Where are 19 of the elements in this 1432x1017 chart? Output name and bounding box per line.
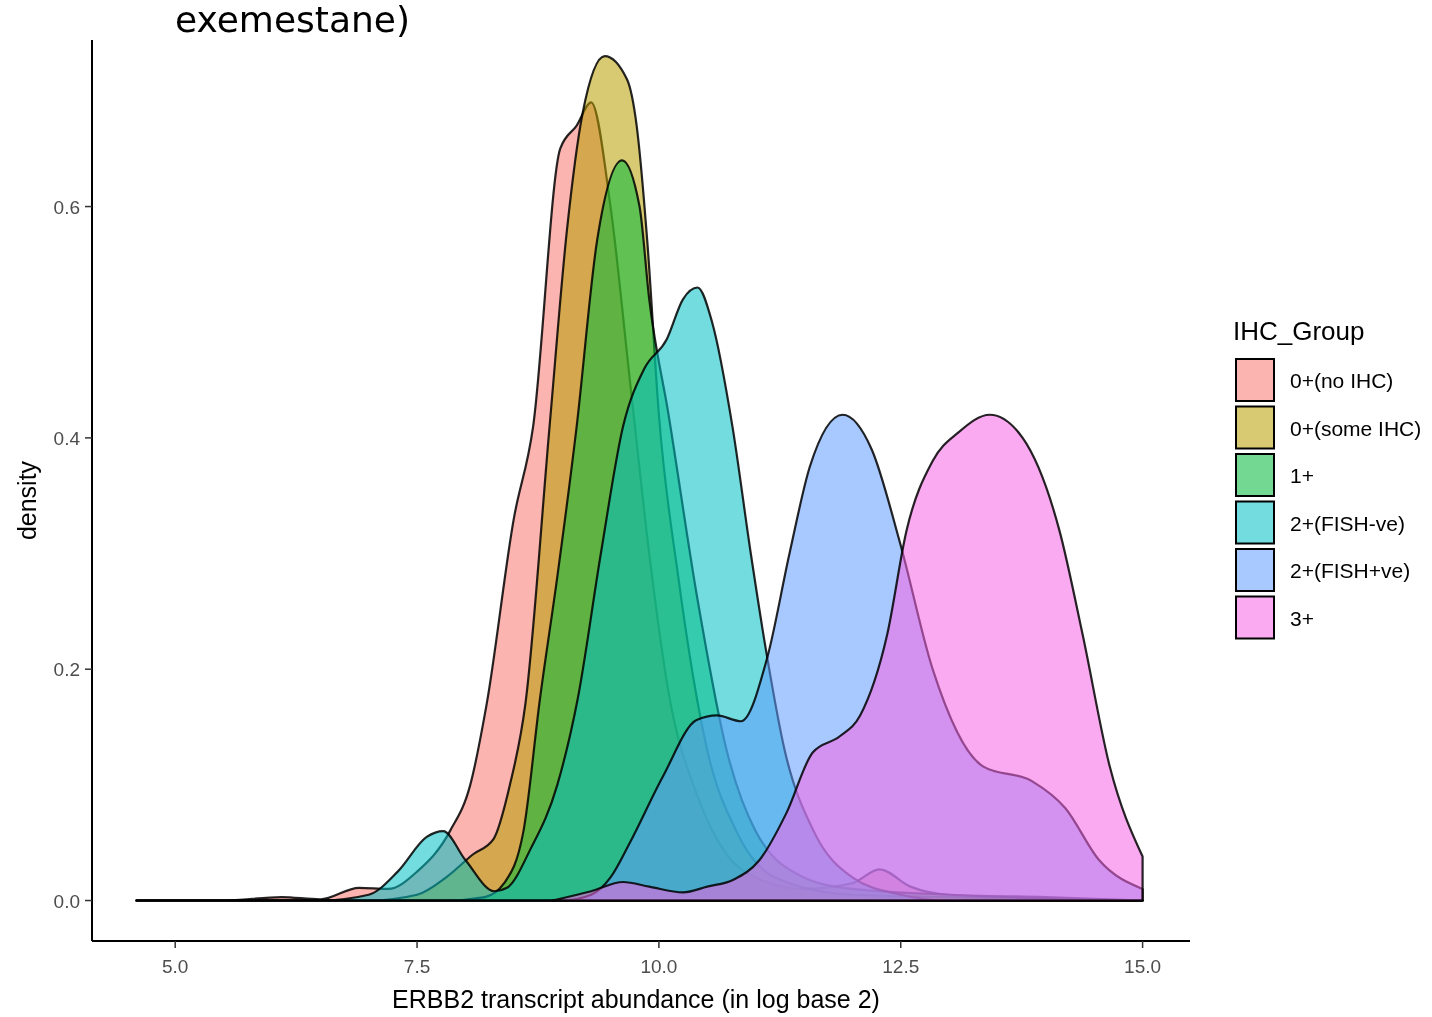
chart-title: exemestane) — [175, 0, 411, 40]
legend-label: 3+ — [1290, 606, 1314, 630]
y-tick-label: 0.2 — [53, 659, 80, 681]
legend-label: 2+(FISH-ve) — [1290, 511, 1405, 535]
x-tick-label: 5.0 — [161, 956, 189, 977]
legend-label: 1+ — [1290, 464, 1314, 487]
y-tick-label: 0.4 — [53, 427, 81, 449]
legend-label: 0+(no IHC) — [1290, 369, 1394, 392]
x-tick-label: 12.5 — [882, 956, 920, 977]
y-axis-title: density — [13, 460, 41, 541]
legend-label: 2+(FISH+ve) — [1290, 559, 1411, 582]
y-tick-label: 0.0 — [53, 890, 80, 912]
legend-title: IHC_Group — [1233, 316, 1365, 346]
x-tick-label: 15.0 — [1124, 956, 1162, 977]
x-tick-label: 7.5 — [403, 956, 431, 977]
legend-label: 0+(some IHC) — [1290, 416, 1422, 440]
y-tick-label: 0.6 — [53, 196, 80, 218]
x-axis-title: ERBB2 transcript abundance (in log base 2) — [392, 985, 880, 1013]
x-tick-label: 10.0 — [640, 956, 678, 977]
